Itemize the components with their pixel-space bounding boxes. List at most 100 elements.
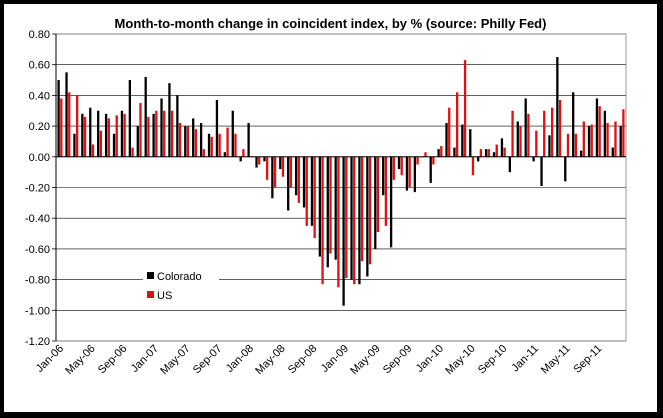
bar-colorado (508, 156, 512, 173)
bar-colorado (429, 156, 432, 183)
bar-us (424, 152, 427, 157)
x-tick-label: Jan-07 (129, 343, 161, 375)
bar-us (448, 107, 451, 157)
bar-us (400, 156, 403, 176)
bar-us (194, 129, 198, 157)
bar-colorado (57, 80, 60, 157)
bar-colorado (334, 156, 337, 260)
bar-colorado (603, 110, 607, 157)
bar-us (353, 156, 356, 285)
bar-us (313, 156, 316, 239)
x-tick-label: May-09 (348, 343, 382, 377)
chart-title: Month-to-month change in coincident inde… (114, 16, 547, 31)
bar-us (614, 121, 617, 157)
bar-colorado (461, 124, 464, 157)
bar-colorado (294, 156, 298, 196)
bar-us (440, 146, 443, 157)
bar-us (384, 156, 388, 226)
x-tick-label: May-08 (253, 343, 287, 377)
bar-us (527, 113, 530, 157)
bar-us (622, 109, 625, 157)
bar-colorado (500, 138, 504, 157)
bar-us (170, 110, 174, 157)
bar-us (226, 127, 229, 157)
bar-colorado (437, 149, 440, 157)
bar-colorado (128, 80, 132, 157)
x-tick-label: Sep-06 (96, 343, 130, 377)
bar-colorado (271, 156, 274, 199)
x-tick-label: Sep-09 (381, 343, 415, 377)
bar-us (60, 98, 63, 157)
bar-colorado (611, 147, 614, 157)
bar-us (566, 133, 570, 157)
y-tick-label: 0.40 (29, 90, 50, 102)
bar-colorado (255, 156, 258, 168)
bar-us (550, 107, 554, 157)
y-tick-label: -0.40 (25, 213, 50, 225)
bar-us (345, 156, 348, 279)
chart-area: Month-to-month change in coincident inde… (4, 4, 657, 412)
bar-colorado (326, 156, 329, 268)
bar-us (163, 110, 166, 157)
x-tick-label: Sep-11 (571, 343, 604, 376)
chart-svg: 0.80 0.60 0.40 0.20 0.00 -0.20 -0.40 -0.60 -0.80… (25, 29, 627, 377)
bar-colorado (382, 156, 385, 196)
bar-us (242, 149, 245, 157)
y-tick-label: -1.20 (25, 336, 50, 348)
bar-colorado (152, 113, 155, 157)
y-tick-label: 0.20 (29, 121, 50, 133)
bar-us (558, 100, 562, 157)
bar-us (337, 156, 340, 288)
bar-us (155, 110, 158, 157)
bar-colorado (176, 95, 179, 157)
y-tick-label: -0.80 (25, 275, 50, 287)
bar-colorado (184, 126, 187, 157)
bar-us (503, 147, 506, 157)
legend-label-colorado: Colorado (157, 271, 202, 283)
bar-us (234, 133, 237, 157)
bar-colorado (579, 150, 583, 157)
bar-us (574, 133, 578, 157)
x-tick-label: May-11 (539, 343, 573, 377)
bar-colorado (564, 156, 567, 182)
bar-us (273, 156, 277, 188)
bar-colorado (89, 107, 92, 157)
bar-colorado (318, 156, 322, 257)
bar-colorado (199, 123, 203, 157)
x-tick-label: May-10 (443, 343, 477, 377)
bar-colorado (405, 156, 409, 191)
legend-swatch-us (147, 291, 154, 298)
bar-colorado (619, 126, 622, 157)
bar-colorado (532, 156, 535, 162)
bar-colorado (73, 133, 76, 157)
bar-colorado (247, 123, 250, 157)
bar-colorado (215, 100, 219, 157)
bar-colorado (477, 156, 480, 162)
bar-colorado (223, 152, 227, 157)
bar-colorado (366, 156, 369, 277)
bar-colorado (342, 156, 345, 306)
bar-colorado (350, 156, 353, 280)
bar-colorado (168, 83, 171, 157)
bar-us (471, 156, 475, 176)
bar-us (147, 116, 150, 157)
bar-us (218, 133, 221, 157)
x-tick-label: May-07 (158, 343, 192, 377)
bar-colorado (524, 98, 527, 157)
x-tick-label: May-06 (63, 343, 97, 377)
bar-us (543, 110, 546, 157)
legend-box (143, 267, 219, 307)
bar-us (368, 156, 372, 265)
bar-us (487, 149, 490, 157)
bar-colorado (492, 152, 496, 157)
bar-colorado (104, 113, 108, 157)
bar-colorado (263, 156, 266, 162)
y-tick-label: -1.00 (25, 305, 50, 317)
bar-us (186, 126, 190, 157)
bar-us (606, 123, 609, 157)
bar-colorado (397, 156, 401, 170)
bar-colorado (389, 156, 393, 248)
bar-colorado (144, 76, 147, 157)
bar-colorado (192, 118, 195, 157)
x-tick-label: Jan-08 (224, 343, 256, 375)
